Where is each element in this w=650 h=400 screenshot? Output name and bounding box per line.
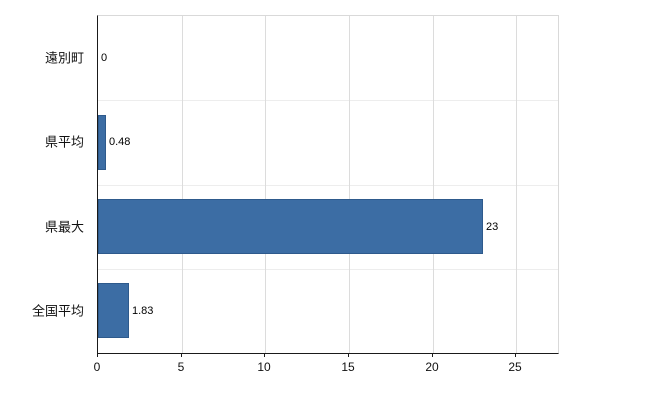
vertical-gridline: [265, 16, 266, 353]
data-label: 23: [486, 221, 499, 233]
bar: [98, 283, 129, 338]
x-tick-label: 20: [425, 360, 439, 374]
bar: [98, 115, 106, 170]
data-label: 0.48: [109, 136, 131, 148]
category-label: 全国平均: [31, 303, 84, 319]
data-label: 1.83: [132, 305, 154, 317]
x-axis-tick-mark: [264, 353, 265, 357]
bar: [98, 199, 483, 254]
y-axis-labels: 遠別町県平均県最大全国平均: [0, 15, 90, 352]
x-tick-label: 5: [177, 360, 185, 374]
x-axis-tick-mark: [97, 353, 98, 357]
x-axis-tick-mark: [515, 353, 516, 357]
horizontal-gridline: [98, 100, 558, 101]
x-axis-tick-mark: [348, 353, 349, 357]
x-axis-tick-mark: [181, 353, 182, 357]
vertical-gridline: [433, 16, 434, 353]
x-tick-label: 15: [341, 360, 355, 374]
x-axis-tick-mark: [432, 353, 433, 357]
category-label: 遠別町: [44, 50, 84, 66]
x-tick-label: 25: [508, 360, 522, 374]
vertical-gridline: [516, 16, 517, 353]
data-label: 0: [101, 52, 108, 64]
x-axis-labels: 0 5 10 15 20 25: [93, 353, 559, 379]
x-tick-label: 0: [93, 360, 101, 374]
vertical-gridline: [349, 16, 350, 353]
category-label: 県平均: [44, 134, 84, 150]
horizontal-gridline: [98, 269, 558, 270]
plot-area: 0 0.48 23 1.83: [97, 15, 559, 354]
vertical-gridline: [182, 16, 183, 353]
category-label: 県最大: [44, 219, 84, 235]
horizontal-gridline: [98, 185, 558, 186]
x-tick-label: 10: [257, 360, 271, 374]
